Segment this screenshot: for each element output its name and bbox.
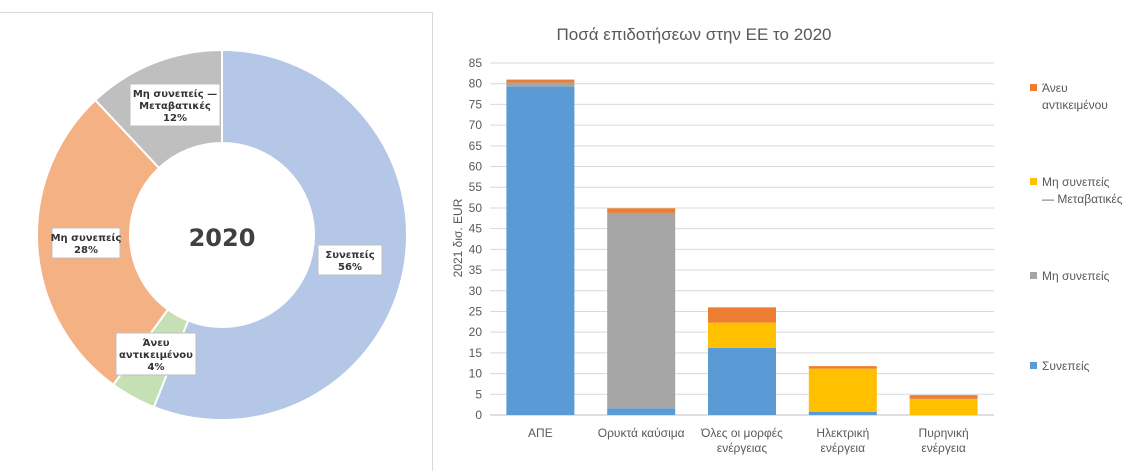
y-tick-label: 5 [475, 387, 482, 401]
legend-label: Άνευ [1042, 81, 1068, 95]
donut-label-name: Μη συνεπείς [51, 232, 122, 244]
y-tick-label: 20 [469, 325, 483, 339]
legend-item-bar_untargeted: Άνευ αντικειμένου [1030, 81, 1108, 112]
legend-swatch [1030, 362, 1037, 369]
legend-label: — Μεταβατικές [1042, 192, 1123, 206]
bar-segment-bar_untargeted [909, 395, 978, 399]
y-tick-label: 35 [469, 263, 483, 277]
y-tick-label: 65 [469, 139, 483, 153]
bar-segment-bar_untargeted [708, 307, 776, 323]
donut-label-box [115, 332, 197, 376]
x-category-label: ΑΠΕ [528, 426, 553, 440]
x-category-label: ενέργεια [921, 441, 966, 455]
legend-item-bar_consistent: Συνεπείς [1030, 359, 1090, 373]
y-tick-label: 10 [469, 367, 483, 381]
y-tick-label: 55 [469, 180, 483, 194]
y-tick-label: 70 [469, 118, 483, 132]
bar-segment-bar_consistent [607, 408, 676, 415]
legend-item-bar_transitional: Μη συνεπείς — Μεταβατικές [1030, 175, 1123, 206]
donut-label-name: Μεταβατικές [139, 100, 211, 112]
y-tick-label: 40 [469, 242, 483, 256]
legend-swatch [1030, 84, 1037, 91]
bar-segment-bar_untargeted [607, 208, 676, 213]
bar-chart-title: Ποσά επιδοτήσεων στην ΕΕ το 2020 [556, 25, 831, 44]
bar-segment-bar_consistent [808, 411, 877, 415]
x-category-label: ενέργεια [821, 441, 866, 455]
x-category-label: Όλες οι μορφές [700, 426, 783, 440]
bar-segment-bar_consistent [506, 86, 575, 415]
legend-swatch [1030, 272, 1037, 279]
panel-divider [432, 12, 433, 471]
bar-segment-bar_untargeted [808, 366, 877, 369]
bar-segment-bar_nonconsistent [506, 82, 575, 87]
x-category-label: Πυρηνική [919, 426, 969, 440]
y-tick-label: 30 [469, 284, 483, 298]
bar-chart: Ποσά επιδοτήσεων στην ΕΕ το 2020 2021 δι… [451, 25, 1123, 455]
donut-label-name: αντικειμένου [119, 349, 193, 361]
y-tick-label: 60 [469, 160, 483, 174]
donut-label-name: Μη συνεπείς — [133, 88, 217, 100]
x-category-label: ενέργειας [717, 441, 767, 455]
donut-label-percent: 28% [74, 245, 98, 256]
y-tick-label: 75 [469, 97, 483, 111]
legend-label: αντικειμένου [1042, 98, 1108, 112]
donut-slice-consistent [152, 48, 408, 421]
bar-segment-bar_transitional [909, 398, 978, 415]
donut-label-box [51, 227, 121, 259]
bar-segment-bar_transitional [708, 322, 776, 348]
y-tick-label: 85 [469, 56, 483, 70]
donut-label-percent: 56% [338, 262, 362, 273]
donut-label-name: Άνευ [142, 337, 169, 349]
donut-label-percent: 4% [148, 362, 165, 373]
donut-label-box [317, 244, 383, 276]
y-tick-label: 15 [469, 346, 483, 360]
bar-segment-bar_transitional [808, 368, 877, 412]
bar-segment-bar_nonconsistent [607, 212, 676, 409]
y-tick-label: 0 [475, 408, 482, 422]
y-tick-label: 45 [469, 222, 483, 236]
donut-label-percent: 12% [163, 113, 187, 124]
bar-segment-bar_untargeted [506, 79, 575, 83]
donut-label-box [129, 83, 221, 127]
donut-label-name: Συνεπείς [325, 249, 374, 261]
y-tick-label: 50 [469, 201, 483, 215]
legend-item-bar_nonconsistent: Μη συνεπείς [1030, 269, 1110, 283]
y-tick-label: 25 [469, 304, 483, 318]
legend-label: Μη συνεπείς [1042, 269, 1110, 283]
legend-swatch [1030, 178, 1037, 185]
legend-label: Συνεπείς [1042, 359, 1090, 373]
y-tick-label: 80 [469, 77, 483, 91]
x-category-label: Ηλεκτρική [816, 426, 869, 440]
donut-center-label: 2020 [189, 224, 256, 252]
x-category-label: Ορυκτά καύσιμα [598, 426, 685, 440]
legend-label: Μη συνεπείς [1042, 175, 1110, 189]
y-axis-label: 2021 δισ. EUR [451, 198, 465, 277]
top-rule [0, 12, 432, 13]
bar-segment-bar_consistent [708, 347, 776, 415]
